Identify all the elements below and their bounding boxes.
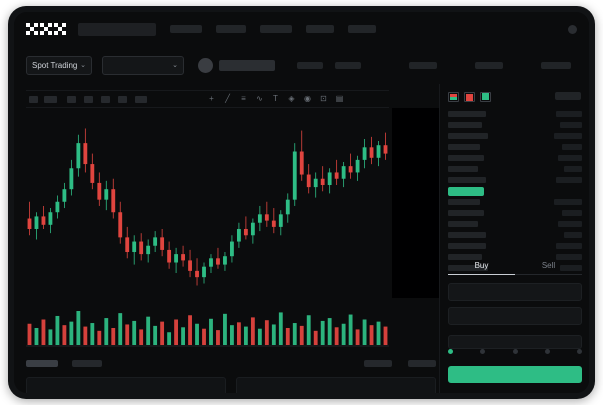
amount-slider[interactable] xyxy=(448,347,582,355)
stat-last-price xyxy=(297,61,323,69)
device-bezel: Spot Trading ⌄ ⌄ xyxy=(8,6,595,399)
trendline-icon[interactable]: ╱ xyxy=(225,94,230,103)
panel-positions[interactable] xyxy=(236,377,436,393)
slider-dot-4[interactable] xyxy=(577,348,582,354)
orderbook-ask-row[interactable] xyxy=(440,176,589,185)
orderbook-rows xyxy=(440,110,589,275)
text-icon[interactable]: T xyxy=(273,94,278,103)
pair-name-label xyxy=(219,59,275,71)
timeframe-1[interactable] xyxy=(29,95,38,103)
market-type-select[interactable]: Spot Trading ⌄ xyxy=(26,55,92,75)
top-navigation-bar xyxy=(14,12,589,46)
timeframe-2[interactable] xyxy=(44,95,57,103)
orderbook-trade-panel: Buy Sell xyxy=(439,84,589,393)
lock-icon[interactable]: ⊡ xyxy=(320,94,327,103)
lower-panels xyxy=(26,377,436,393)
stat-volume-24h xyxy=(541,61,571,69)
coin-icon xyxy=(198,57,213,73)
orderbook-ask-row[interactable] xyxy=(440,110,589,119)
chart-toolbar: + ╱ ≡ ∿ T ◈ ◉ ⊡ ▤ xyxy=(26,90,389,108)
orderbook-ask-row[interactable] xyxy=(440,143,589,152)
market-type-label: Spot Trading xyxy=(32,60,78,70)
eye-icon[interactable]: ◉ xyxy=(304,94,311,103)
orderbook-bid-row[interactable] xyxy=(440,220,589,229)
book-both-icon[interactable] xyxy=(448,92,459,102)
trade-side-tabs: Buy Sell xyxy=(448,257,582,275)
slider-dot-0[interactable] xyxy=(448,348,453,354)
nav-item-2[interactable] xyxy=(216,25,246,33)
magnet-icon[interactable]: ◈ xyxy=(288,94,295,103)
volume-chart[interactable] xyxy=(26,308,389,348)
panel-orders[interactable] xyxy=(26,377,226,393)
nav-right-group xyxy=(568,24,589,34)
stat-low-24h xyxy=(475,61,503,69)
chart-bottom-tabs xyxy=(26,357,436,369)
orderbook-spread-row xyxy=(440,187,589,196)
orderbook-bid-row[interactable] xyxy=(440,231,589,240)
avatar[interactable] xyxy=(568,24,577,34)
nav-search-input[interactable] xyxy=(78,22,156,36)
timeframe-3[interactable] xyxy=(67,95,76,103)
market-header-bar: Spot Trading ⌄ ⌄ xyxy=(14,46,589,84)
book-asks-icon[interactable] xyxy=(464,92,475,102)
orderbook-view-modes xyxy=(448,92,491,102)
orderbook-bid-row[interactable] xyxy=(440,253,589,262)
tab-order-history[interactable] xyxy=(72,359,102,367)
timeframe-4[interactable] xyxy=(84,95,93,103)
book-bids-icon[interactable] xyxy=(480,92,491,102)
chevron-down-icon: ⌄ xyxy=(172,62,178,69)
chevron-down-icon: ⌄ xyxy=(80,62,86,69)
brush-icon[interactable]: ∿ xyxy=(256,94,263,103)
orderbook-bid-row[interactable] xyxy=(440,198,589,207)
timeframe-7[interactable] xyxy=(135,95,147,103)
orderbook-bid-row[interactable] xyxy=(440,242,589,251)
tab-assets[interactable] xyxy=(364,359,392,367)
order-amount-field[interactable] xyxy=(448,307,582,325)
order-price-field[interactable] xyxy=(448,283,582,301)
okx-logo-icon[interactable] xyxy=(26,22,66,36)
nav-item-1[interactable] xyxy=(170,25,202,33)
orderbook-grouping-select[interactable] xyxy=(555,92,581,100)
app-viewport: Spot Trading ⌄ ⌄ xyxy=(14,12,589,393)
slider-dot-1[interactable] xyxy=(480,348,486,354)
fibonacci-icon[interactable]: ≡ xyxy=(241,94,246,103)
candlestick-chart[interactable] xyxy=(26,112,389,302)
slider-dot-3[interactable] xyxy=(544,348,550,354)
tab-settings[interactable] xyxy=(408,359,436,367)
slider-dot-2[interactable] xyxy=(512,348,518,354)
overlay-artifact xyxy=(392,108,444,298)
nav-item-5[interactable] xyxy=(348,25,376,33)
submit-buy-button[interactable] xyxy=(448,366,582,383)
timeframe-5[interactable] xyxy=(101,95,110,103)
orderbook-ask-row[interactable] xyxy=(440,121,589,130)
tab-sell[interactable]: Sell xyxy=(515,257,582,275)
pair-select[interactable]: ⌄ xyxy=(102,55,184,75)
nav-item-4[interactable] xyxy=(306,25,334,33)
tab-open-orders[interactable] xyxy=(26,359,58,367)
tab-buy[interactable]: Buy xyxy=(448,257,515,275)
crosshair-icon[interactable]: + xyxy=(209,94,214,103)
stat-change-24h xyxy=(335,61,361,69)
orderbook-bid-row[interactable] xyxy=(440,209,589,218)
orderbook-ask-row[interactable] xyxy=(440,132,589,141)
stat-high-24h xyxy=(409,61,437,69)
nav-item-3[interactable] xyxy=(260,25,292,33)
drawing-tools-group: + ╱ ≡ ∿ T ◈ ◉ ⊡ ▤ xyxy=(207,95,344,104)
timeframe-6[interactable] xyxy=(118,95,127,103)
trash-icon[interactable]: ▤ xyxy=(335,94,344,103)
orderbook-ask-row[interactable] xyxy=(440,154,589,163)
orderbook-ask-row[interactable] xyxy=(440,165,589,174)
orderbook-bid-row[interactable] xyxy=(440,264,589,273)
